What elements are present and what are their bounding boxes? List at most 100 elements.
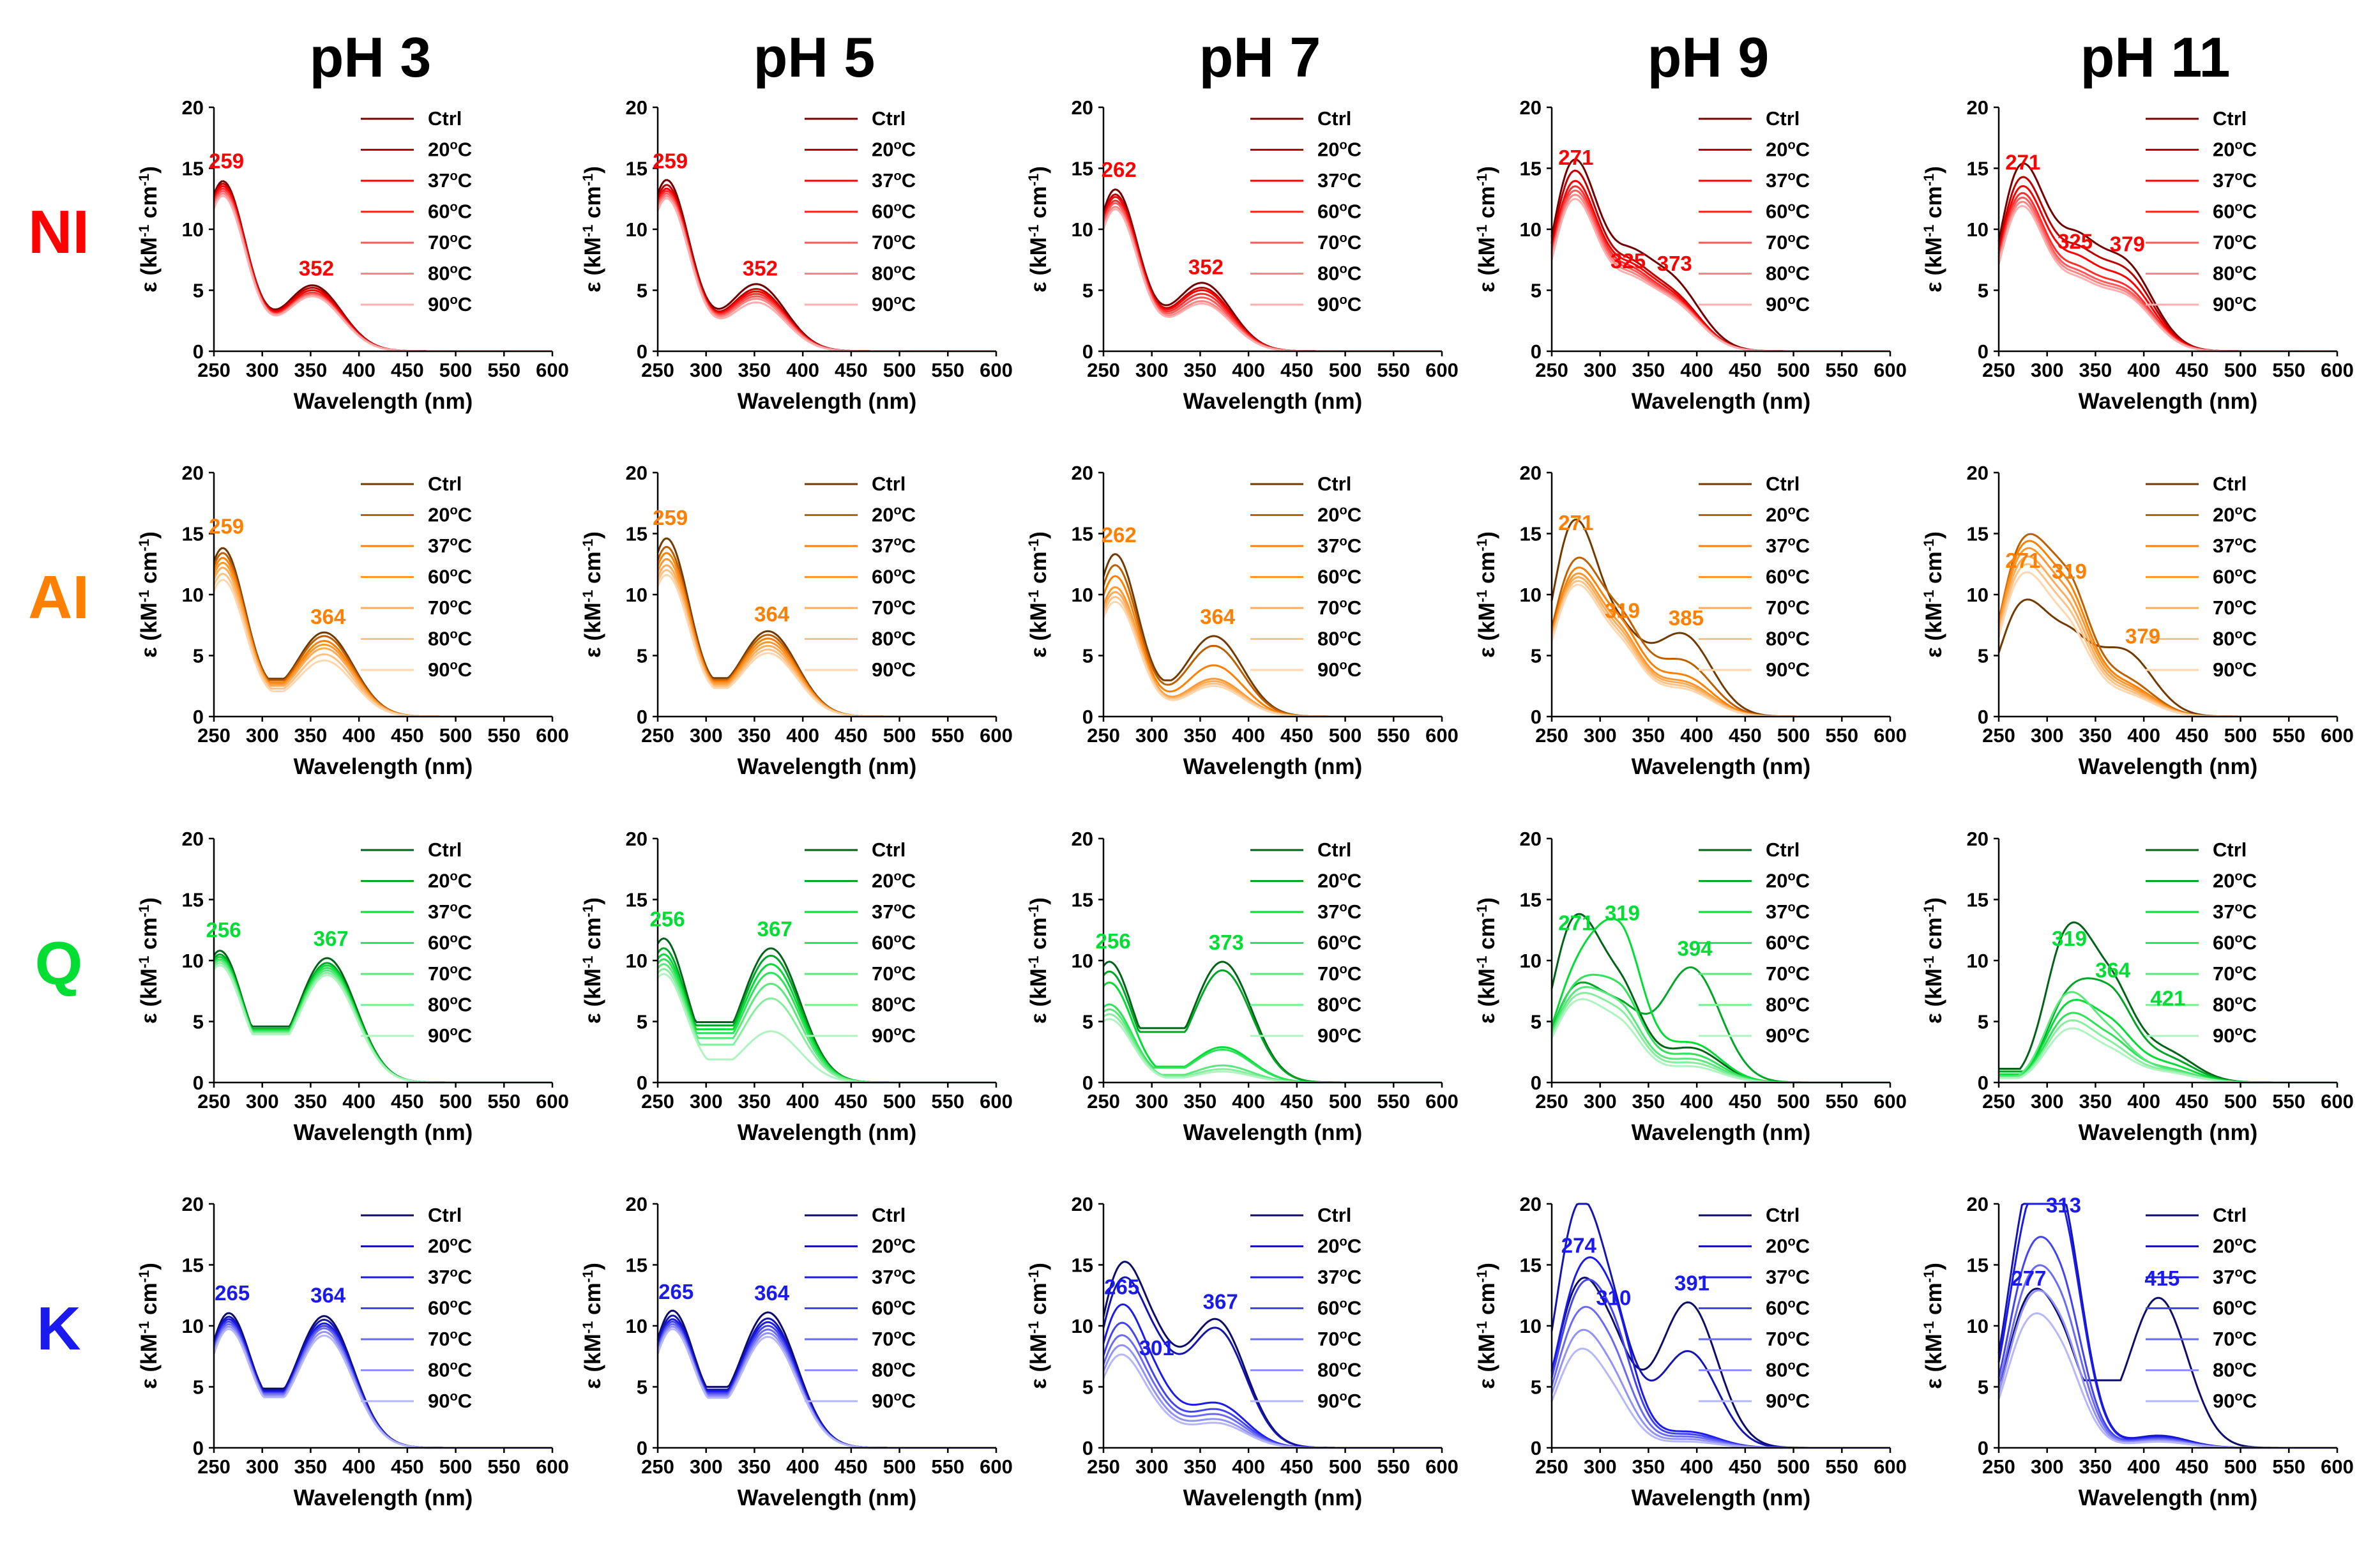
legend-degree-superscript: o <box>450 139 457 153</box>
legend-unit: C <box>2243 535 2257 557</box>
x-tick-label: 550 <box>1825 724 1858 747</box>
legend-temp-value: 37 <box>1766 900 1787 923</box>
y-tick-label: 0 <box>637 706 648 728</box>
legend-entry: 70oC <box>2213 596 2257 619</box>
legend-entry: 37oC <box>872 1266 916 1288</box>
y-tick-label: 0 <box>193 340 204 363</box>
y-axis-title-part: ε (kM <box>1026 1333 1051 1389</box>
legend-degree-superscript: o <box>893 566 901 580</box>
legend-degree-superscript: o <box>1787 628 1795 642</box>
chart-ni-ph11: 250 300 350 400 450 500 550 600 0 5 10 15 20 Waveleng… <box>1921 96 2354 414</box>
legend-degree-superscript: o <box>893 231 901 245</box>
legend-entry: 60oC <box>1766 201 1810 223</box>
legend-temp-value: 70 <box>1766 231 1787 254</box>
legend-entry: 37oC <box>428 169 472 192</box>
legend-temp-value: 60 <box>1766 566 1787 588</box>
series-line-ni-ph7-70c <box>1102 202 1442 353</box>
series-line-k-ph11-37c <box>1997 1203 2337 1449</box>
y-axis-title-superscript: -1 <box>580 1321 596 1334</box>
legend-entry: 90oC <box>428 1390 472 1412</box>
series-line-ai-ph3-80c <box>213 572 552 718</box>
legend-temp-value: 90 <box>872 293 893 315</box>
x-tick-label: 600 <box>1874 1090 1907 1113</box>
legend-unit: C <box>1796 1297 1810 1319</box>
y-tick-label: 10 <box>1520 1315 1542 1337</box>
peak-label: 394 <box>1678 936 1713 960</box>
y-axis-title-part: ε (kM <box>1474 602 1499 658</box>
legend-unit: C <box>458 262 472 285</box>
legend-temp-value: 37 <box>2213 535 2234 557</box>
x-axis-title: Wavelength (nm) <box>294 754 473 779</box>
y-axis-title: ε (kM-1 cm-1) <box>580 531 606 658</box>
y-axis-title-superscript: -1 <box>1474 174 1490 186</box>
row-label-ai: AI <box>28 563 89 632</box>
x-tick-label: 500 <box>883 1090 916 1113</box>
x-tick-label: 250 <box>1982 724 2015 747</box>
y-tick-label: 5 <box>637 1376 648 1399</box>
x-axis-title: Wavelength (nm) <box>1183 1120 1363 1145</box>
y-tick-label: 5 <box>637 645 648 667</box>
legend-entry: 20oC <box>428 870 472 892</box>
x-tick-label: 550 <box>2272 1090 2305 1113</box>
x-tick-label: 450 <box>1280 724 1314 747</box>
legend-entry: 90oC <box>2213 1024 2257 1047</box>
legend-unit: C <box>902 1328 916 1350</box>
legend-degree-superscript: o <box>2234 262 2242 277</box>
x-axis-title: Wavelength (nm) <box>294 1120 473 1145</box>
legend-unit: C <box>458 1390 472 1412</box>
legend-unit: C <box>1796 1328 1810 1350</box>
legend-degree-superscript: o <box>1787 504 1795 518</box>
legend-entry: 20oC <box>2213 139 2257 161</box>
legend-temp-value: 80 <box>872 1359 893 1381</box>
legend-unit: C <box>1796 201 1810 223</box>
x-tick-label: 400 <box>2127 1090 2160 1113</box>
legend-entry: 60oC <box>1317 201 1361 223</box>
x-tick-label: 550 <box>1377 724 1410 747</box>
chart-ni-ph7: 250 300 350 400 450 500 550 600 0 5 10 15 20 Waveleng… <box>1026 96 1459 414</box>
legend-entry: 60oC <box>2213 932 2257 954</box>
x-tick-label: 600 <box>2321 1090 2354 1113</box>
legend-entry: Ctrl <box>872 839 906 861</box>
x-tick-label: 450 <box>2176 724 2209 747</box>
legend-temp-value: 80 <box>1317 1359 1339 1381</box>
legend-entry: 60oC <box>428 1297 472 1319</box>
x-tick-label: 600 <box>536 1455 569 1478</box>
column-title-ph-11: pH 11 <box>2081 26 2231 89</box>
legend-degree-superscript: o <box>450 994 457 1008</box>
y-tick-label: 20 <box>1967 462 1989 484</box>
y-tick-label: 10 <box>1072 950 1093 972</box>
legend-temp-value: 90 <box>1766 658 1787 681</box>
x-tick-label: 300 <box>1584 359 1617 381</box>
x-tick-label: 250 <box>197 1090 231 1113</box>
legend-unit: C <box>2243 293 2257 315</box>
x-tick-label: 300 <box>1135 724 1169 747</box>
x-tick-label: 500 <box>439 1090 473 1113</box>
y-tick-label: 0 <box>1082 706 1093 728</box>
y-axis-title: ε (kM-1 cm-1) <box>136 897 162 1024</box>
y-axis-title-part: ε (kM <box>1474 237 1499 293</box>
x-tick-label: 550 <box>1377 1090 1410 1113</box>
x-tick-label: 350 <box>1632 724 1665 747</box>
legend-degree-superscript: o <box>1339 1235 1347 1249</box>
series-line-ai-ph5-60c <box>656 558 996 718</box>
legend-temp-value: 60 <box>1317 1297 1339 1319</box>
legend-degree-superscript: o <box>893 1266 901 1280</box>
legend-unit: C <box>1796 169 1810 192</box>
legend-entry: 60oC <box>2213 566 2257 588</box>
x-tick-label: 300 <box>690 1455 723 1478</box>
peak-label: 271 <box>1558 511 1593 535</box>
legend-entry: 70oC <box>1766 596 1810 619</box>
y-tick-label: 10 <box>1967 218 1989 241</box>
legend-entry: 60oC <box>1317 566 1361 588</box>
y-tick-label: 10 <box>1072 218 1093 241</box>
x-tick-label: 300 <box>690 724 723 747</box>
y-axis-title-part: cm <box>1026 917 1051 955</box>
legend-degree-superscript: o <box>1339 596 1347 611</box>
legend-temp-value: 20 <box>2213 870 2234 892</box>
y-tick-label: 0 <box>1978 1437 1989 1459</box>
legend-temp-value: 90 <box>1766 293 1787 315</box>
legend-degree-superscript: o <box>1787 962 1795 976</box>
series-line-ai-ph7-80c <box>1102 596 1442 718</box>
legend-degree-superscript: o <box>1787 231 1795 245</box>
legend-degree-superscript: o <box>2234 1328 2242 1342</box>
